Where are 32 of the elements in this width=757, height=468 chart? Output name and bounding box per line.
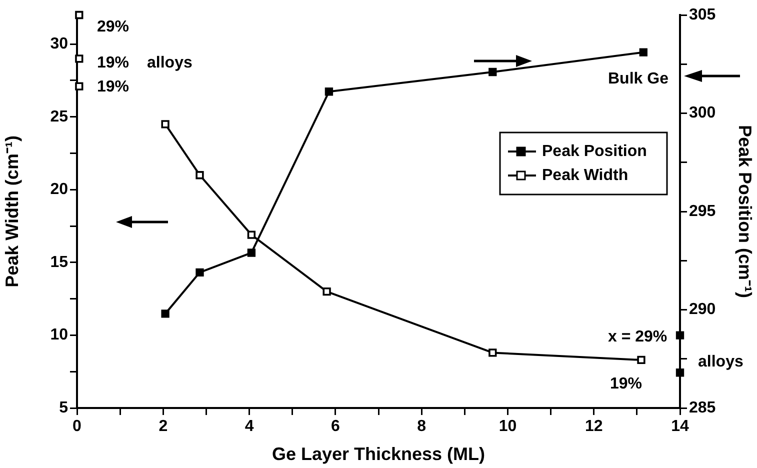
annotation: Bulk Ge xyxy=(608,70,669,88)
annotation: x = 29% xyxy=(608,328,668,346)
annotation: 19% xyxy=(97,54,130,72)
x-tick-label: 8 xyxy=(417,418,426,436)
y2-tick-label: 285 xyxy=(689,399,716,416)
annotation: 19% xyxy=(97,78,130,96)
y2-axis-title: Peak Position (cm⁻¹) xyxy=(735,124,756,298)
x-tick-label: 14 xyxy=(671,418,689,436)
legend-label: Peak Width xyxy=(542,166,628,184)
y2-tick-label: 305 xyxy=(689,6,716,24)
x-axis-title: Ge Layer Thickness (ML) xyxy=(272,444,486,464)
annotation: alloys xyxy=(147,54,192,72)
y-tick-label: 20 xyxy=(50,181,68,198)
y2-tick-label: 300 xyxy=(689,104,716,122)
annotation: 29% xyxy=(97,18,130,36)
x-tick-label: 12 xyxy=(584,418,603,436)
y-tick-label: 30 xyxy=(50,36,68,53)
x-tick-label: 2 xyxy=(158,418,168,436)
text: alloys xyxy=(698,353,744,370)
y-tick-label: 25 xyxy=(50,108,68,126)
y2-tick-label: 295 xyxy=(689,202,716,220)
y-tick-label: 15 xyxy=(50,254,68,271)
x-tick-label: 6 xyxy=(330,418,340,436)
x-tick-label: 10 xyxy=(498,418,517,436)
y2-tick-label: 290 xyxy=(689,301,716,318)
y-tick-label: 5 xyxy=(59,399,68,416)
y-axis-title: Peak Width (cm⁻¹) xyxy=(2,136,22,288)
y-tick-label: 10 xyxy=(50,326,68,344)
annotation: 19% xyxy=(610,375,642,392)
legend-label: Peak Position xyxy=(542,142,647,160)
x-tick-label: 0 xyxy=(72,418,82,436)
x-tick-label: 4 xyxy=(244,418,254,436)
